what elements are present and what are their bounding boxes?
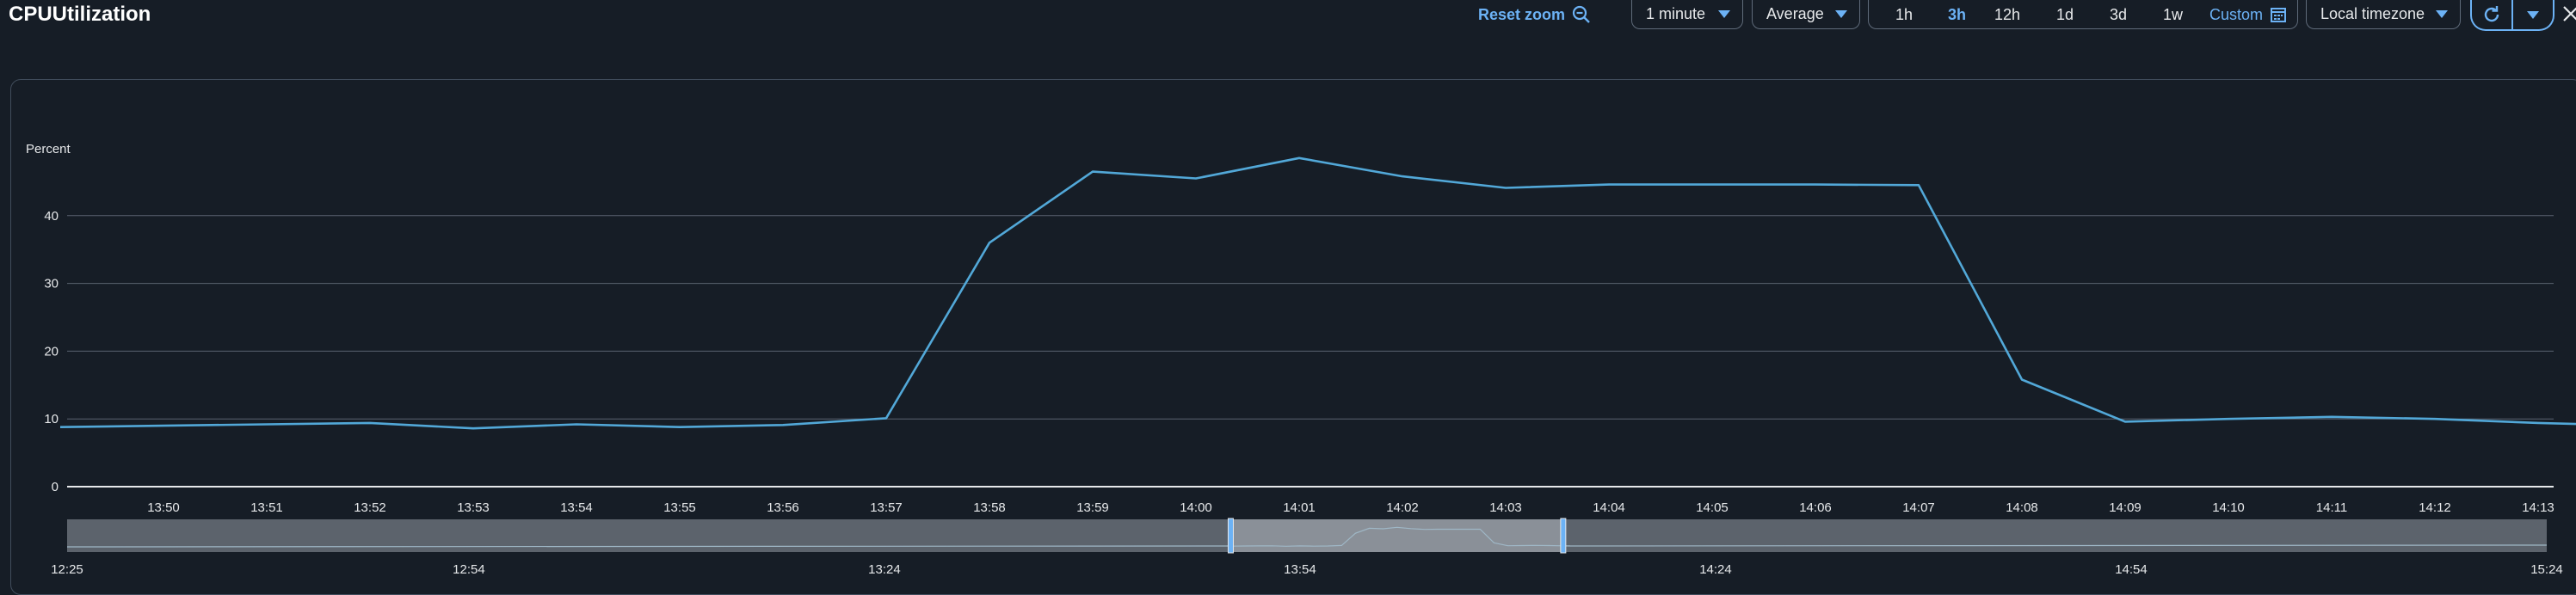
timezone-select[interactable]: Local timezone (2306, 0, 2461, 29)
refresh-button-group (2470, 0, 2554, 31)
refresh-icon (2484, 6, 2499, 22)
x-tick-label: 14:05 (1696, 500, 1729, 515)
x-tick-label: 14:06 (1799, 500, 1832, 515)
y-tick-label: 20 (44, 344, 59, 359)
refresh-button[interactable] (2472, 0, 2511, 29)
navigator-tick-label: 13:24 (868, 562, 901, 577)
period-value: 1 minute (1646, 5, 1706, 22)
statistic-select[interactable]: Average (1752, 0, 1860, 29)
chevron-down-icon (1718, 10, 1730, 18)
chevron-down-icon (1835, 10, 1847, 18)
time-range-selector: 1h 3h 12h 1d 3d 1w Custom (1868, 0, 2298, 29)
navigator-tick-label: 12:54 (453, 562, 485, 577)
series-line-cpu-utilization (59, 156, 2576, 430)
period-select[interactable]: 1 minute (1631, 0, 1743, 29)
x-tick-label: 13:57 (870, 500, 903, 515)
x-tick-label: 14:03 (1489, 500, 1522, 515)
x-tick-label: 14:12 (2419, 500, 2451, 515)
x-tick-label: 13:54 (560, 500, 593, 515)
y-axis-label: Percent (26, 142, 71, 156)
x-tick-label: 14:08 (2006, 500, 2038, 515)
navigator-tick-label: 14:24 (1699, 562, 1732, 577)
range-12h[interactable]: 12h (1994, 6, 2021, 23)
x-tick-label: 14:04 (1593, 500, 1625, 515)
page-title: CPUUtilization (9, 3, 151, 26)
timezone-value: Local timezone (2320, 5, 2425, 22)
x-tick-label: 14:02 (1386, 500, 1419, 515)
x-tick-label: 14:00 (1180, 500, 1212, 515)
close-icon[interactable] (2562, 3, 2576, 24)
x-tick-label: 14:13 (2522, 500, 2554, 515)
navigator-selection (1230, 519, 1563, 552)
range-custom[interactable]: Custom (2209, 0, 2287, 29)
x-tick-label: 13:59 (1076, 500, 1109, 515)
refresh-options-button[interactable] (2513, 0, 2553, 29)
zoom-out-icon (1572, 5, 1590, 23)
y-tick-label: 30 (44, 277, 59, 291)
x-tick-label: 14:01 (1283, 500, 1316, 515)
calendar-icon (2271, 8, 2287, 22)
range-3h[interactable]: 3h (1948, 6, 1967, 23)
x-tick-label: 14:09 (2109, 500, 2142, 515)
x-tick-label: 14:10 (2212, 500, 2245, 515)
x-tick-label: 13:53 (457, 500, 490, 515)
reset-zoom-label: Reset zoom (1478, 5, 1566, 23)
navigator-tick-label: 14:54 (2115, 562, 2148, 577)
navigator-tick-label: 13:54 (1284, 562, 1316, 577)
range-1d[interactable]: 1d (2056, 6, 2074, 23)
reset-zoom-button[interactable]: Reset zoom (1478, 0, 1591, 29)
x-tick-label: 13:52 (354, 500, 386, 515)
y-tick-label: 40 (44, 209, 59, 224)
statistic-value: Average (1766, 5, 1824, 22)
y-tick-label: 0 (52, 480, 59, 494)
range-1w[interactable]: 1w (2163, 6, 2184, 23)
x-tick-label: 13:51 (250, 500, 283, 515)
navigator-tick-label: 15:24 (2530, 562, 2563, 577)
range-1h[interactable]: 1h (1895, 6, 1914, 23)
chevron-down-icon (2436, 10, 2448, 18)
x-tick-label: 13:58 (973, 500, 1006, 515)
navigator-handle-left[interactable] (1227, 518, 1234, 554)
x-tick-label: 13:56 (767, 500, 799, 515)
x-tick-label: 14:11 (2316, 500, 2347, 515)
chevron-down-icon (2527, 10, 2539, 19)
navigator-tick-label: 12:25 (51, 562, 83, 577)
navigator-handle-right[interactable] (1560, 518, 1567, 554)
navigator-series-line (66, 526, 2548, 548)
line-chart[interactable]: Percent 0 10 20 30 40 13:50 13:51 13:52 13:53 13:5… (0, 0, 2576, 583)
x-tick-label: 13:50 (147, 500, 180, 515)
y-tick-label: 10 (44, 412, 59, 426)
x-tick-label: 13:55 (663, 500, 696, 515)
range-3d[interactable]: 3d (2110, 6, 2128, 23)
range-custom-label: Custom (2209, 6, 2264, 23)
x-tick-label: 14:07 (1902, 500, 1935, 515)
